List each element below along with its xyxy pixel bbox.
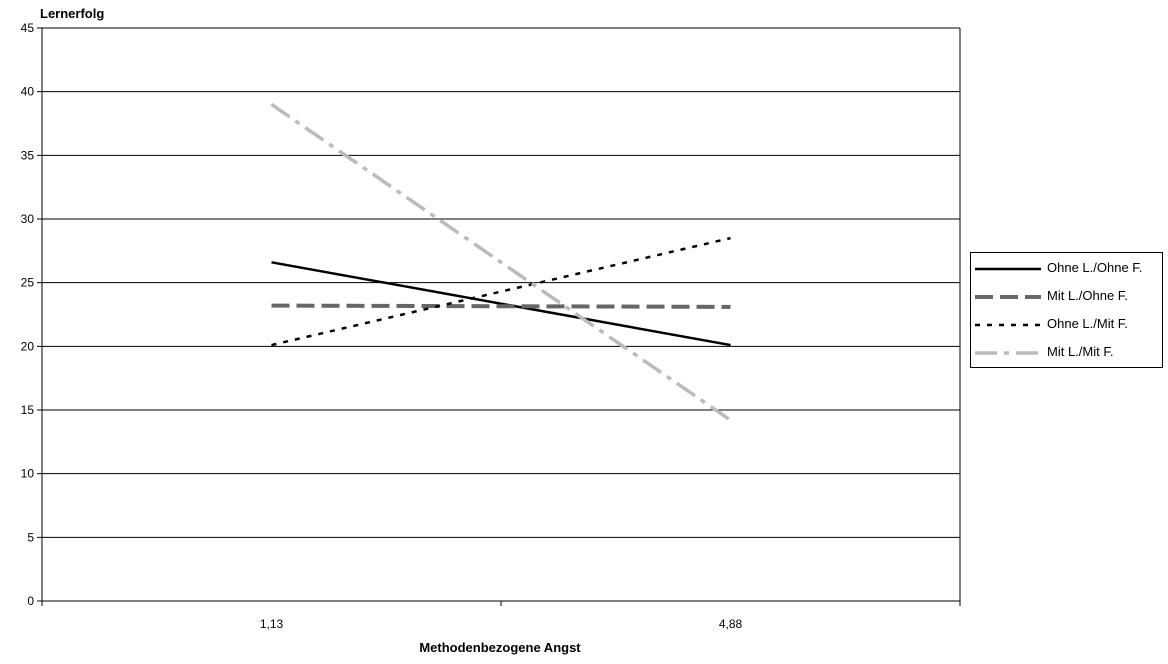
legend-swatch [975,323,1041,327]
y-tick-labels: 0 5 10 15 20 25 30 35 40 45 [21,21,35,608]
x-axis-title: Methodenbezogene Angst [419,640,581,655]
y-tick-label: 20 [21,339,35,353]
legend-item-mit-l-ohne-f: Mit L./Ohne F. [975,285,1161,309]
legend-label: Mit L./Mit F. [1047,344,1114,359]
legend-label: Mit L./Ohne F. [1047,288,1128,303]
y-tick-label: 35 [21,148,35,162]
y-tick-label: 10 [21,467,35,481]
y-tick-label: 40 [21,85,35,99]
x-tick-label: 4,88 [719,617,743,631]
legend-swatch [975,295,1041,299]
x-tick-labels: 1,13 4,88 [260,617,743,631]
y-tick-label: 5 [27,530,34,544]
legend-item-ohne-l-ohne-f: Ohne L./Ohne F. [975,257,1161,281]
axes [37,27,961,606]
legend-label: Ohne L./Ohne F. [1047,260,1143,275]
y-tick-label: 15 [21,403,35,417]
series-line-2 [271,303,731,309]
y-tick-label: 45 [21,21,35,35]
legend-item-ohne-l-mit-f: Ohne L./Mit F. [975,313,1161,337]
y-tick-label: 30 [21,212,35,226]
series-line-1 [271,261,731,347]
series-line-4 [270,102,732,422]
legend: Ohne L./Ohne F. Mit L./Ohne F. Ohne L./M… [970,252,1163,368]
gridlines [42,27,960,538]
legend-swatch [975,351,1041,355]
y-tick-label: 0 [27,594,34,608]
legend-swatch [975,267,1041,271]
legend-item-mit-l-mit-f: Mit L./Mit F. [975,341,1161,365]
series-lines [270,102,732,422]
series-line-3 [271,236,731,347]
legend-label: Ohne L./Mit F. [1047,316,1128,331]
y-axis-title: Lernerfolg [40,6,105,21]
y-tick-label: 25 [21,276,35,290]
x-tick-label: 1,13 [260,617,284,631]
